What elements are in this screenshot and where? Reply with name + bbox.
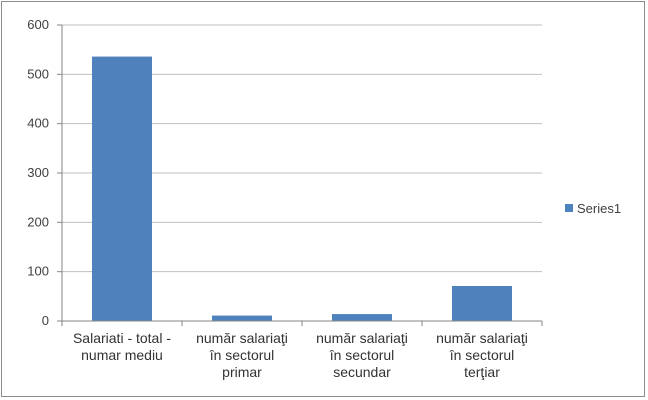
x-label-3-line-0: număr salariaţi [436, 330, 528, 346]
y-tick-label-200: 200 [27, 214, 49, 229]
bar-1 [212, 315, 272, 321]
bar-0 [92, 56, 152, 321]
bars [92, 56, 512, 321]
x-label-1-line-0: număr salariaţi [196, 330, 288, 346]
x-label-2-line-1: în sectorul [329, 347, 395, 363]
x-axis-labels: Salariati - total -numar mediu număr sala… [73, 330, 528, 380]
y-tick-label-400: 400 [27, 116, 49, 131]
x-label-1-line-2: primar [222, 364, 262, 380]
y-tick-label-600: 600 [27, 17, 49, 32]
x-label-3-line-1: în sectorul [449, 347, 515, 363]
legend: Series1 [565, 201, 621, 216]
legend-swatch-series1 [565, 204, 573, 212]
y-tick-label-500: 500 [27, 66, 49, 81]
x-label-0-line-0: Salariati - total - [73, 330, 171, 346]
bar-2 [332, 314, 392, 321]
y-tick-label-0: 0 [42, 313, 49, 328]
x-label-3-line-2: terţiar [464, 364, 500, 380]
y-tick-label-300: 300 [27, 165, 49, 180]
y-axis-ticks: 0 100 200 300 400 500 600 [27, 17, 62, 328]
legend-label-series1: Series1 [577, 201, 621, 216]
x-axis [61, 25, 543, 326]
y-tick-label-100: 100 [27, 264, 49, 279]
x-label-2-line-2: secundar [333, 364, 391, 380]
bar-3 [452, 285, 512, 321]
x-label-1-line-1: în sectorul [209, 347, 275, 363]
x-label-0-line-1: numar mediu [81, 347, 163, 363]
x-label-2-line-0: număr salariaţi [316, 330, 408, 346]
